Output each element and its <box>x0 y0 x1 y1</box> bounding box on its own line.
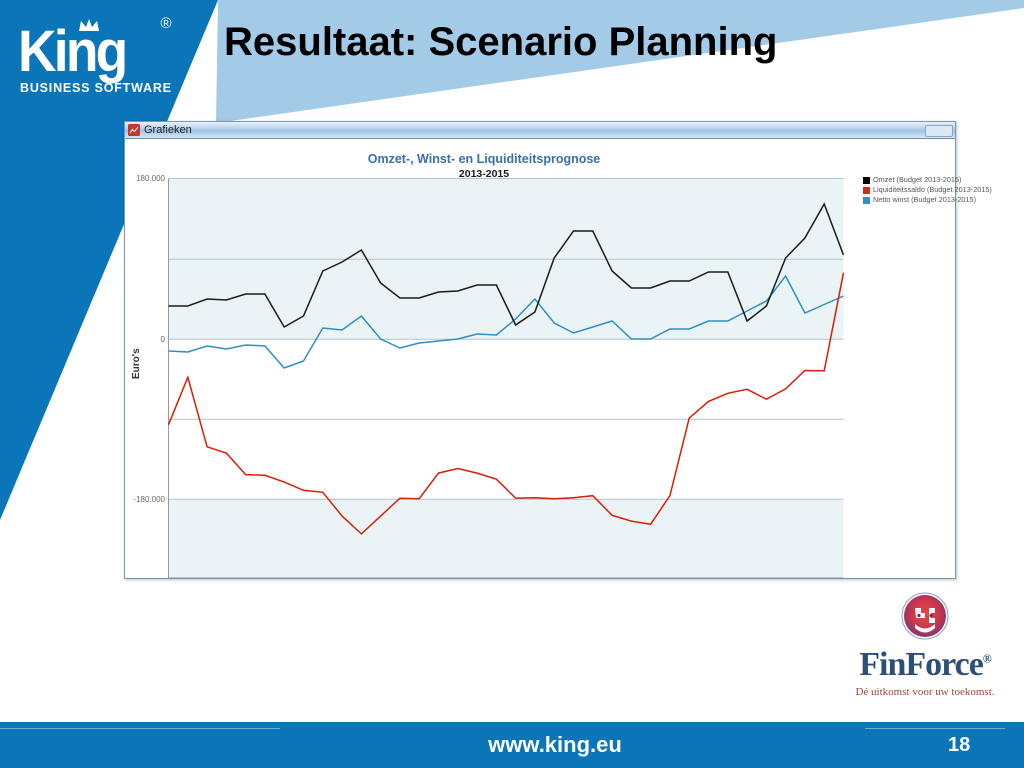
svg-text:180.000: 180.000 <box>136 174 165 183</box>
svg-text:-180.000: -180.000 <box>133 495 165 504</box>
svg-text:0: 0 <box>161 335 166 344</box>
